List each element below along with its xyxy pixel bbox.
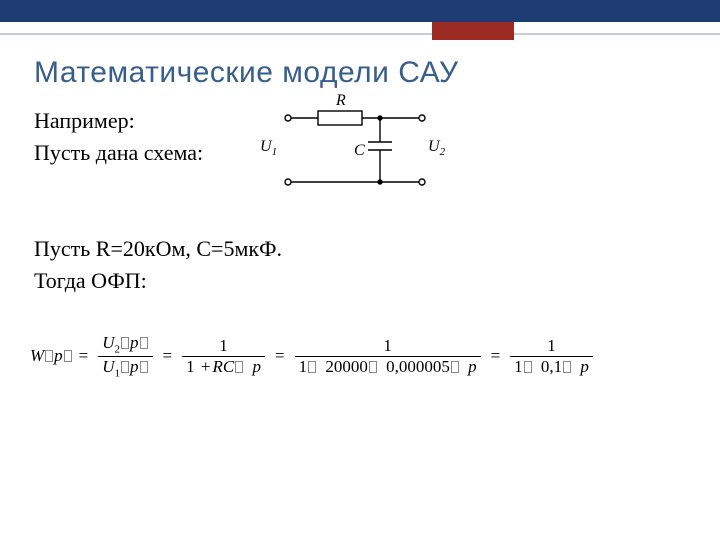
text-line-4: Тогда ОФП: — [34, 268, 147, 294]
placeholder-icon — [121, 337, 129, 349]
eq-equals-4: = — [485, 346, 507, 366]
eq-den3-p: p — [576, 357, 589, 376]
placeholder-icon — [64, 350, 72, 362]
placeholder-icon — [140, 361, 148, 373]
header-accent — [432, 22, 514, 40]
eq-p2: p — [130, 333, 139, 352]
eq-num-1c: 1 — [543, 336, 560, 356]
frac-numeric: 1 1 20000 0,000005 p — [295, 336, 481, 377]
eq-equals-3: = — [269, 346, 291, 366]
placeholder-icon — [45, 350, 53, 362]
frac-final: 1 1 0,1 p — [510, 336, 593, 377]
label-U1-sub: 1 — [272, 146, 278, 158]
circuit-diagram: R C U1 U2 — [250, 98, 460, 198]
slide-title: Математические модели САУ — [34, 56, 459, 90]
frac-RC: 1 1 +RC p — [182, 336, 265, 377]
transfer-function-equation: W p = U2p U1p = 1 1 +RC p = 1 — [30, 326, 710, 386]
eq-p3: p — [130, 357, 139, 376]
eq-equals-2: = — [157, 346, 179, 366]
header-divider — [0, 33, 720, 35]
label-U2: U2 — [428, 138, 445, 158]
label-U2-sub: 2 — [440, 146, 446, 158]
eq-U2-sub: 2 — [115, 344, 121, 356]
label-R: R — [336, 92, 346, 110]
placeholder-icon — [563, 361, 571, 373]
eq-den2-p: p — [464, 357, 477, 376]
eq-U2: U — [102, 333, 114, 352]
frac-U2-U1: U2p U1p — [98, 333, 152, 379]
label-U1-sym: U — [260, 138, 272, 155]
header-bar — [0, 0, 720, 22]
eq-equals-1: = — [73, 346, 95, 366]
eq-num-1a: 1 — [215, 336, 232, 356]
eq-den2-n1: 20000 — [321, 357, 368, 376]
eq-den1-plus: + — [199, 357, 213, 376]
eq-p1: p — [54, 346, 63, 366]
eq-den2-n2: 0,000005 — [382, 357, 450, 376]
eq-U1-sub: 1 — [115, 367, 121, 379]
eq-den1-RC: RC — [212, 357, 234, 376]
eq-den1-p: p — [248, 357, 261, 376]
label-C: C — [354, 142, 365, 160]
placeholder-icon — [308, 361, 316, 373]
placeholder-icon — [235, 361, 243, 373]
eq-U1: U — [102, 357, 114, 376]
placeholder-icon — [121, 361, 129, 373]
eq-den2-1: 1 — [299, 357, 308, 376]
label-U1: U1 — [260, 138, 277, 158]
text-line-2: Пусть дана схема: — [34, 140, 203, 166]
eq-num-1b: 1 — [379, 336, 396, 356]
label-U2-sym: U — [428, 138, 440, 155]
eq-den3-1: 1 — [514, 357, 523, 376]
placeholder-icon — [524, 361, 532, 373]
placeholder-icon — [140, 337, 148, 349]
text-line-3: Пусть R=20кОм, С=5мкФ. — [34, 236, 282, 262]
text-line-1: Например: — [34, 108, 135, 134]
eq-W: W — [30, 346, 44, 366]
placeholder-icon — [369, 361, 377, 373]
placeholder-icon — [451, 361, 459, 373]
eq-den1-1: 1 — [186, 357, 195, 376]
eq-den3-n1: 0,1 — [537, 357, 562, 376]
